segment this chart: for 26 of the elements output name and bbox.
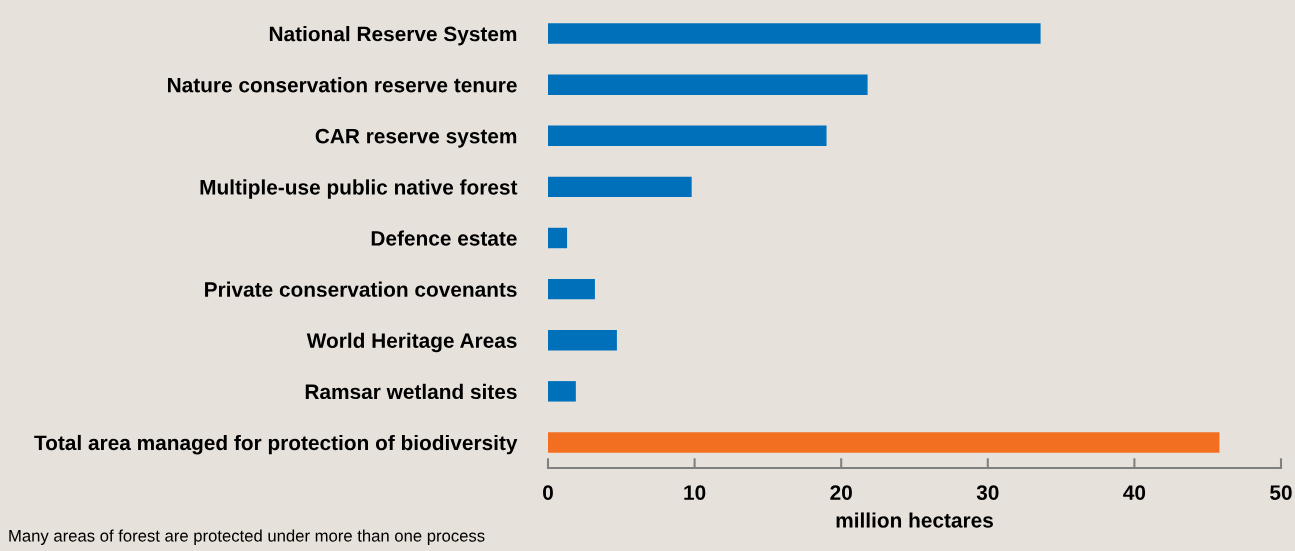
bar xyxy=(548,23,1041,44)
y-tick-label: Nature conservation reserve tenure xyxy=(168,77,517,93)
y-tick-label: Ramsar wetland sites xyxy=(305,383,517,400)
x-tick-label: 10 xyxy=(684,485,706,500)
x-tick-label: 20 xyxy=(830,485,852,500)
bar xyxy=(548,381,576,402)
x-tick-label: 0 xyxy=(543,485,553,500)
bar xyxy=(548,432,1220,453)
y-tick-label: National Reserve System xyxy=(269,26,517,46)
y-tick-label: Multiple-use public native forest xyxy=(200,179,518,199)
y-tick-label: Private conservation covenants xyxy=(205,281,517,297)
bar xyxy=(548,330,617,351)
y-tick-label: Total area managed for protection of biodiversity xyxy=(34,434,518,455)
bar xyxy=(548,176,692,198)
x-tick-label: 30 xyxy=(976,485,999,500)
bar xyxy=(548,74,868,95)
bar xyxy=(548,125,827,146)
y-tick-label: Defence estate xyxy=(371,230,517,246)
x-axis-title: million hectares xyxy=(836,512,993,528)
bar xyxy=(548,278,595,300)
text: Many areas of forest are protected under more than one process xyxy=(9,529,485,545)
y-tick-label: World Heritage Areas xyxy=(306,332,517,353)
x-tick-label: 50 xyxy=(1270,485,1292,500)
x-tick-label: 40 xyxy=(1123,485,1146,500)
bar xyxy=(548,227,568,249)
y-tick-label: CAR reserve system xyxy=(315,128,517,148)
